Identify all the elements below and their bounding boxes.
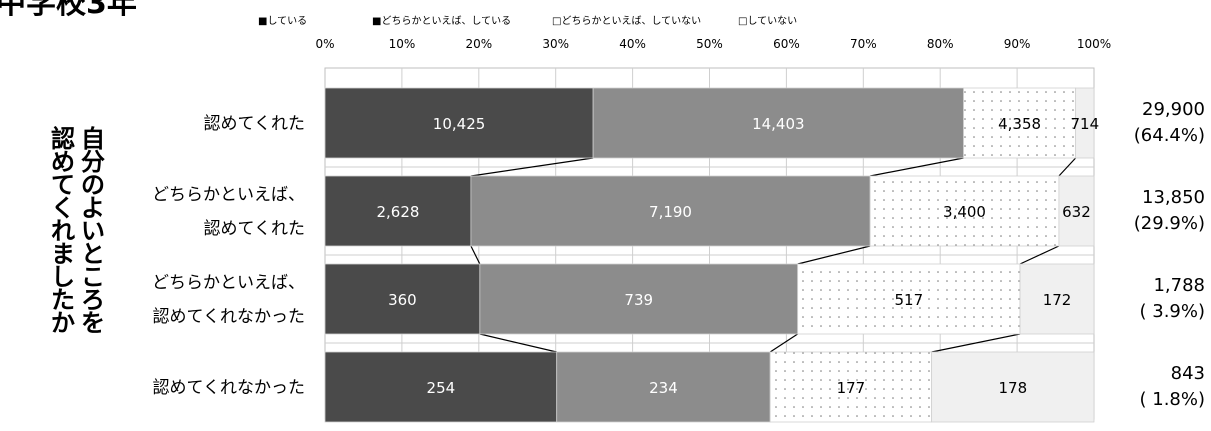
bar-segment [1019, 263, 1095, 335]
data-label: 4,358 [998, 115, 1041, 133]
row-total: 29,900 [1142, 99, 1205, 120]
bars [324, 87, 1095, 423]
bar-segment [963, 87, 1077, 159]
page-title: 中学校3年 [0, 0, 137, 21]
x-tick-label: 20% [465, 37, 492, 51]
legend-item: ■どちらかといえば、している [372, 15, 511, 27]
connector-line [870, 157, 964, 177]
x-tick-label: 40% [619, 37, 646, 51]
category-label: どちらかといえば、 [152, 185, 305, 205]
bar-segment [324, 351, 558, 423]
row-percent: ( 3.9%) [1140, 301, 1206, 322]
x-tick-label: 60% [773, 37, 800, 51]
row-percent: (29.9%) [1134, 213, 1205, 234]
x-tick-label: 70% [850, 37, 877, 51]
bar-segment [324, 263, 481, 335]
connector-line [470, 245, 481, 265]
x-tick-label: 10% [389, 37, 416, 51]
category-label: 認めてくれた [204, 219, 306, 239]
connector-line [1058, 157, 1077, 177]
connector-line [797, 245, 871, 265]
bar-segment [324, 87, 594, 159]
data-label: 10,425 [433, 115, 486, 133]
row-total: 843 [1171, 363, 1205, 384]
x-tick-label: 100% [1077, 37, 1111, 51]
data-label: 172 [1043, 291, 1072, 309]
legend-item: □どちらかといえば、していない [552, 15, 701, 27]
bar-segment [1058, 175, 1095, 247]
row-total: 1,788 [1153, 275, 1205, 296]
data-label: 517 [895, 291, 924, 309]
connector-lines [470, 157, 1077, 353]
data-label: 178 [998, 379, 1027, 397]
data-label: 7,190 [649, 203, 692, 221]
labels: 0% 10% 20% 30% 40% 50% 60% 70% 80% 90% 100% ■している ■ど… [152, 15, 1205, 410]
x-tick-label: 30% [542, 37, 569, 51]
data-label: 632 [1062, 203, 1091, 221]
data-label: 2,628 [376, 203, 419, 221]
side-question-line-2: 認めてくれましたか [51, 125, 75, 337]
x-tick-label: 0% [315, 37, 334, 51]
connector-line [1019, 245, 1060, 265]
bar-segment [324, 175, 472, 247]
data-label: 234 [649, 379, 678, 397]
bar-segment [470, 175, 871, 247]
data-label: 254 [427, 379, 456, 397]
category-label: 認めてくれた [204, 114, 306, 134]
side-question-line-1: 自分のよいところを [81, 125, 105, 337]
legend-item: □していない [738, 15, 797, 27]
data-label: 714 [1070, 115, 1099, 133]
connector-line [470, 157, 594, 177]
legend-item: ■している [258, 15, 307, 27]
data-label: 14,403 [752, 115, 805, 133]
data-label: 739 [624, 291, 653, 309]
row-percent: ( 1.8%) [1140, 389, 1206, 410]
row-percent: (64.4%) [1134, 125, 1205, 146]
row-total: 13,850 [1142, 187, 1205, 208]
x-tick-label: 90% [1004, 37, 1031, 51]
bar-segment [931, 351, 1095, 423]
data-label: 360 [388, 291, 417, 309]
category-label: 認めてくれなかった [153, 378, 306, 398]
connector-line [769, 333, 798, 353]
bar-segment [869, 175, 1060, 247]
category-label: どちらかといえば、 [152, 273, 305, 293]
data-label: 177 [837, 379, 866, 397]
connector-line [931, 333, 1021, 353]
connector-line [479, 333, 557, 353]
bar-segment [556, 351, 771, 423]
x-tick-label: 50% [696, 37, 723, 51]
bar-segment [1075, 87, 1095, 159]
bar-segment [592, 87, 964, 159]
category-label: 認めてくれなかった [153, 307, 306, 327]
data-label: 3,400 [943, 203, 986, 221]
x-tick-label: 80% [927, 37, 954, 51]
